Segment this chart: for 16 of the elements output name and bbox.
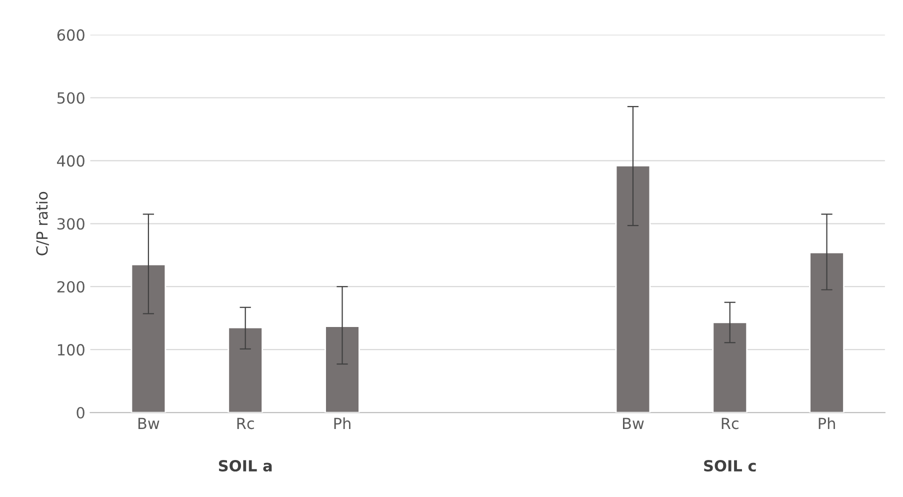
y-axis-title: C/P ratio (36, 192, 49, 256)
y-tick-label: 200 (57, 281, 84, 293)
x-tick-label: Rc (722, 418, 738, 430)
y-tick-label: 400 (57, 155, 84, 167)
x-tick-label: Bw (138, 418, 160, 429)
y-tick-label: 100 (58, 344, 84, 356)
y-tick-label: 500 (57, 92, 84, 104)
x-tick-label: Bw (622, 418, 644, 429)
text: SOIL c (704, 460, 756, 472)
x-tick-label: Rc (237, 418, 254, 430)
y-tick-label: 600 (57, 29, 84, 41)
x-tick-label: Ph (334, 417, 350, 429)
y-tick-label: 0 (76, 406, 84, 419)
y-tick-label: 300 (57, 218, 84, 230)
text: SOIL a (218, 460, 272, 472)
x-tick-label: Ph (818, 417, 835, 429)
